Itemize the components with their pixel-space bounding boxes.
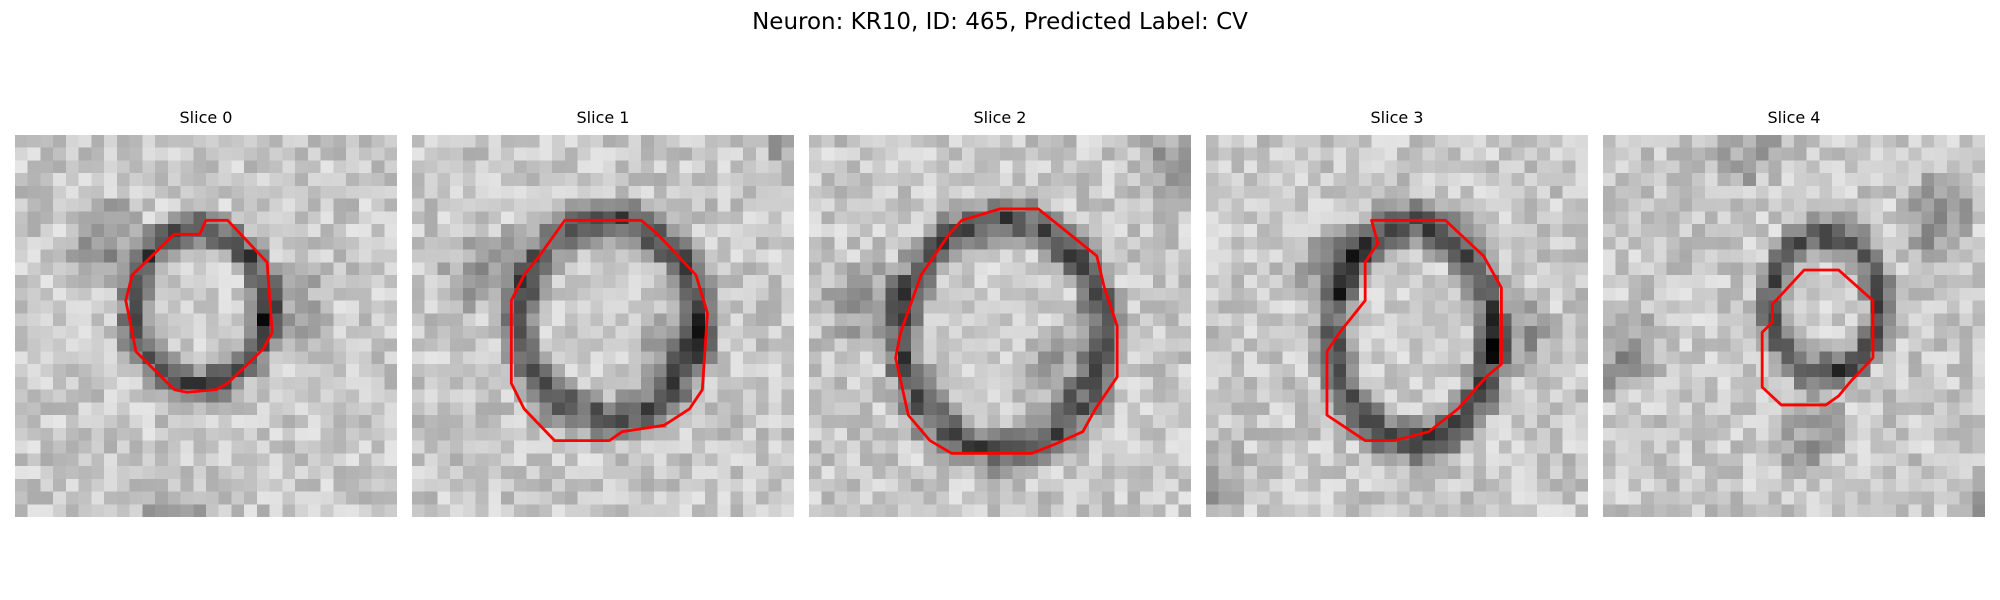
segmentation-contour xyxy=(1325,218,1503,443)
segmentation-contour xyxy=(124,218,274,394)
slice-title: Slice 4 xyxy=(1767,108,1821,127)
slice-panel-3: Slice 3 xyxy=(1206,108,1588,517)
slice-image xyxy=(1603,135,1985,517)
slice-image xyxy=(1206,135,1588,517)
slice-title: Slice 0 xyxy=(179,108,233,127)
slice-panel-2: Slice 2 xyxy=(809,108,1191,517)
slice-title: Slice 1 xyxy=(576,108,630,127)
slice-panel-0: Slice 0 xyxy=(15,108,397,517)
segmentation-contour xyxy=(1760,268,1875,407)
slice-title: Slice 2 xyxy=(973,108,1027,127)
slice-panel-1: Slice 1 xyxy=(412,108,794,517)
slice-title: Slice 3 xyxy=(1370,108,1424,127)
figure-title: Neuron: KR10, ID: 465, Predicted Label: … xyxy=(752,9,1248,35)
slice-image xyxy=(15,135,397,517)
segmentation-contour xyxy=(894,207,1119,455)
slice-panel-4: Slice 4 xyxy=(1603,108,1985,517)
segmentation-contour xyxy=(509,218,709,443)
slice-image xyxy=(412,135,794,517)
slice-image xyxy=(809,135,1191,517)
